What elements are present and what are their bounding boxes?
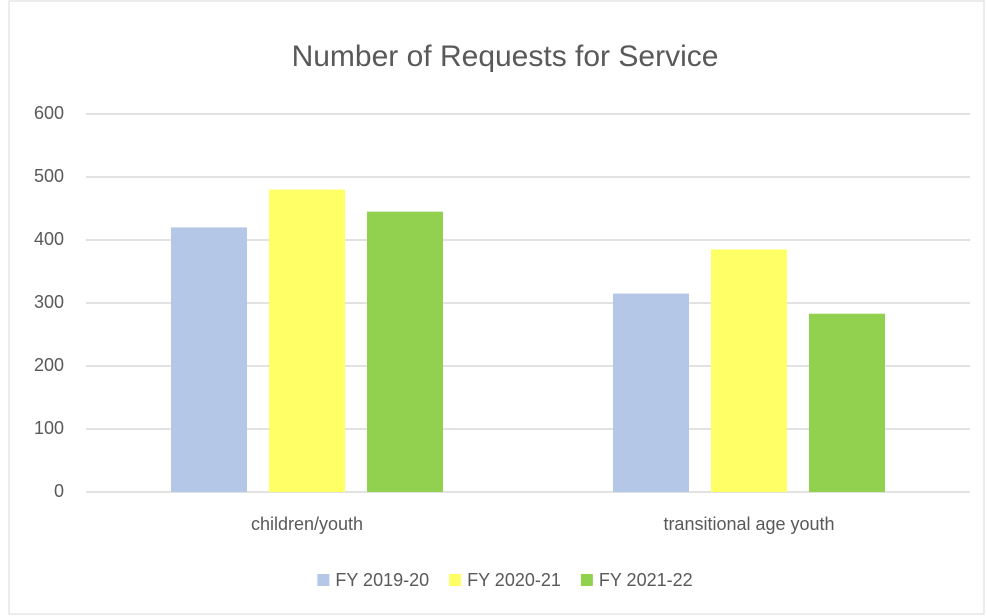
legend-label: FY 2021-22 <box>599 570 693 590</box>
legend-swatch <box>449 574 462 586</box>
y-tick-label: 100 <box>34 418 64 438</box>
chart-border <box>8 0 985 615</box>
y-tick-label: 500 <box>34 166 64 186</box>
bar <box>171 227 247 492</box>
y-tick-label: 200 <box>34 355 64 375</box>
legend-label: FY 2020-21 <box>467 570 561 590</box>
bar <box>809 313 885 492</box>
legend-label: FY 2019-20 <box>335 570 429 590</box>
x-tick-label: transitional age youth <box>663 514 834 534</box>
x-tick-label: children/youth <box>251 514 363 534</box>
y-tick-label: 0 <box>54 481 64 501</box>
y-tick-label: 600 <box>34 103 64 123</box>
legend-swatch <box>580 574 593 586</box>
chart-title: Number of Requests for Service <box>292 40 719 73</box>
bar <box>367 211 443 492</box>
bar <box>613 293 689 492</box>
bar <box>269 189 345 492</box>
y-tick-label: 400 <box>34 229 64 249</box>
legend-swatch <box>317 574 330 586</box>
y-tick-label: 300 <box>34 292 64 312</box>
bar <box>711 249 787 492</box>
